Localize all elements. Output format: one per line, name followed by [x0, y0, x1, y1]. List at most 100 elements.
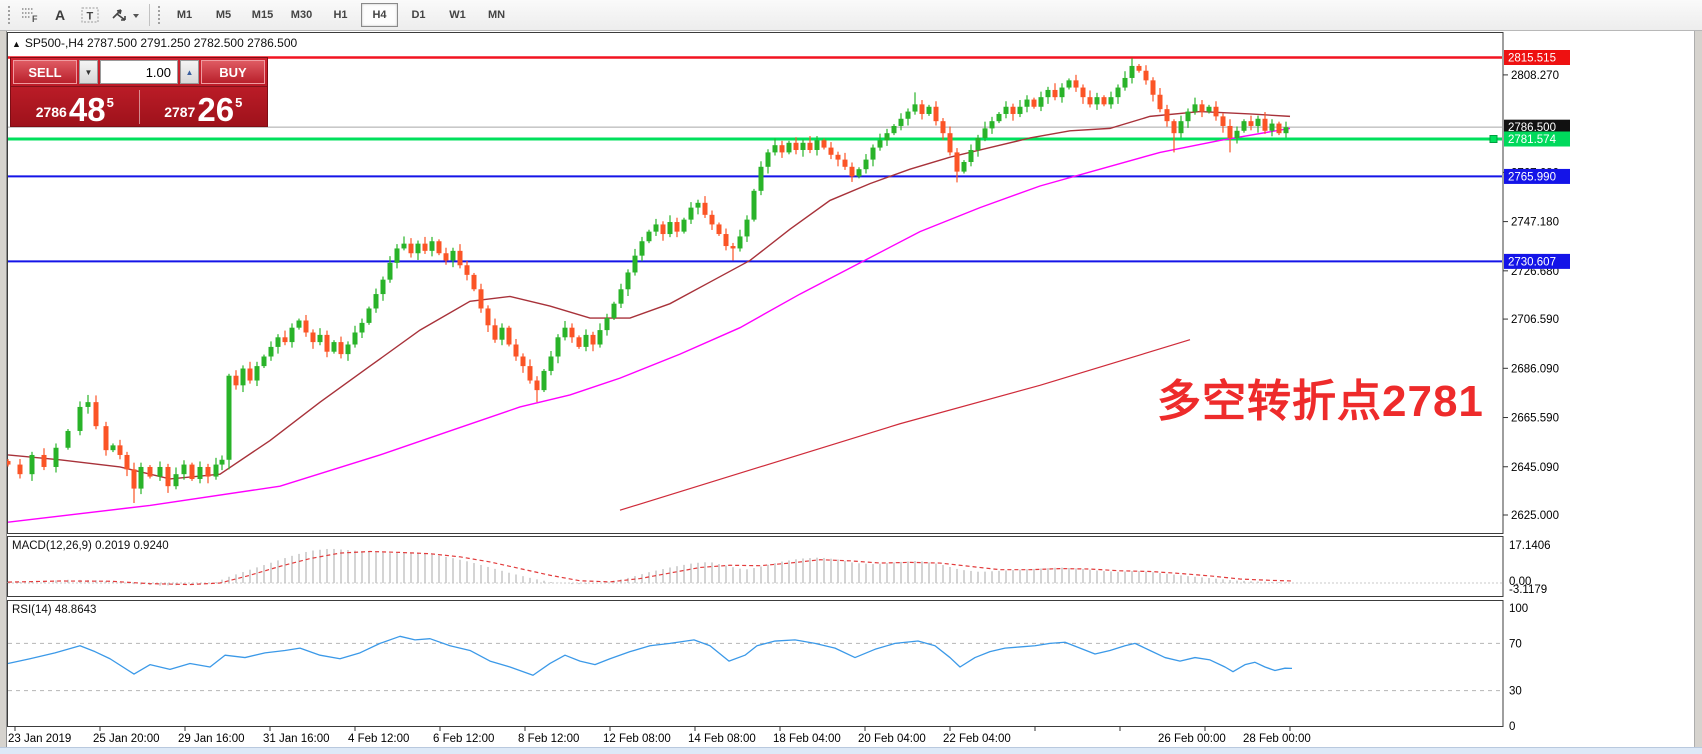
price-badge-label: 2765.990 [1508, 171, 1556, 183]
time-tick-label: 25 Jan 20:00 [93, 733, 160, 745]
timeframe-button-H4[interactable]: H4 [361, 3, 398, 27]
timeframe-button-D1[interactable]: D1 [411, 9, 426, 21]
timeframe-button-M5[interactable]: M5 [215, 9, 232, 21]
timeframe-button-M1[interactable]: M1 [176, 9, 193, 21]
candle-body [1241, 121, 1247, 131]
candle-body [261, 356, 267, 367]
toolbar-grip[interactable] [7, 5, 12, 25]
collapse-arrow-icon[interactable]: ▲ [12, 39, 21, 49]
chart-text-annotation: 多空转折点2781 [1157, 377, 1484, 426]
candle-body [387, 262, 393, 280]
candle-body [653, 224, 659, 232]
candle-body [947, 133, 953, 153]
candle-body [968, 149, 974, 162]
candle-body [247, 368, 253, 381]
candle-body [716, 224, 722, 235]
one-click-trading-panel: SELL ▼ ▲ BUY 2786 48 5 2787 26 5 [10, 57, 268, 127]
timeframe-button-W1[interactable]: W1 [449, 9, 466, 21]
timeframe-button-M15[interactable]: M15 [251, 9, 274, 21]
time-tick-label: 4 Feb 12:00 [348, 733, 409, 745]
chart-title: ▲ SP500-,H4 2787.500 2791.250 2782.500 27… [12, 36, 297, 50]
letter-a-glyph: A [54, 7, 66, 23]
candle-body [1045, 89, 1051, 98]
text-annotation-icon[interactable]: A [45, 2, 75, 28]
candle-body [709, 214, 715, 225]
symbol-ohlc-text: SP500-,H4 2787.500 2791.250 2782.500 278… [24, 36, 298, 50]
candle-body [1108, 97, 1114, 105]
candle-body [443, 253, 449, 261]
candle-body [667, 222, 673, 235]
toolbar-separator [149, 4, 150, 26]
rsi-axis-label: 30 [1509, 686, 1522, 698]
volume-increase-button[interactable]: ▲ [180, 60, 199, 84]
candle-body [219, 459, 225, 465]
candle-body [527, 366, 533, 381]
volume-input[interactable] [100, 60, 178, 84]
candle-body [1003, 106, 1009, 114]
timeframe-button-H1[interactable]: H1 [333, 9, 348, 21]
sell-price[interactable]: 2786 48 5 [11, 87, 139, 127]
buy-button[interactable]: BUY [201, 60, 265, 84]
candle-body [1199, 104, 1205, 112]
price-tick-label: 2706.590 [1511, 314, 1559, 326]
volume-decrease-button[interactable]: ▼ [79, 60, 98, 84]
time-tick-label: 6 Feb 12:00 [433, 733, 494, 745]
candle-body [919, 104, 925, 114]
candle-body [835, 154, 841, 160]
text-label-icon[interactable]: T [75, 2, 105, 28]
candle-body [131, 469, 137, 489]
candle-body [758, 166, 764, 191]
candle-body [1038, 97, 1044, 107]
candle-body [1269, 123, 1275, 131]
cursor-tools-icon[interactable] [105, 2, 145, 28]
price-tick-label: 2808.270 [1511, 70, 1559, 82]
candle-body [173, 474, 179, 487]
candle-body [165, 466, 171, 487]
candle-body [345, 344, 351, 355]
candle-body [1178, 121, 1184, 134]
candle-body [807, 142, 813, 150]
candle-body [996, 113, 1002, 122]
candle-body [1031, 99, 1037, 107]
rsi-axis-label: 100 [1509, 603, 1528, 615]
candle-body [1059, 87, 1065, 98]
price-badge [1504, 131, 1570, 147]
candle-body [471, 274, 477, 290]
sell-button[interactable]: SELL [13, 60, 77, 84]
price-badge-label: 2786.500 [1508, 122, 1556, 134]
candle-body [821, 140, 827, 148]
candle-body [772, 145, 778, 153]
candle-body [1185, 111, 1191, 122]
candle-body [352, 332, 358, 345]
candle-body [548, 356, 554, 371]
macd-indicator-label: MACD(12,26,9) 0.2019 0.9240 [12, 540, 169, 552]
price-badge-label: 2730.607 [1508, 256, 1556, 268]
time-tick-label: 18 Feb 04:00 [773, 733, 841, 745]
timeframe-button-MN[interactable]: MN [487, 9, 506, 21]
toolbar-grip-2[interactable] [157, 5, 162, 25]
candle-body [730, 246, 736, 249]
candle-body [611, 303, 617, 319]
rsi-axis-label: 0 [1509, 721, 1515, 733]
candle-body [765, 152, 771, 167]
candle-body [366, 308, 372, 323]
candle-body [1115, 87, 1121, 98]
buy-price-main: 26 [197, 90, 235, 128]
time-tick-label: 29 Jan 16:00 [178, 733, 245, 745]
rsi-indicator-label: RSI(14) 48.8643 [12, 604, 97, 616]
time-tick-label: 12 Feb 08:00 [603, 733, 671, 745]
candle-body [891, 125, 897, 134]
timeframe-button-M30[interactable]: M30 [290, 9, 313, 21]
status-strip [0, 747, 1702, 754]
candle-body [849, 166, 855, 177]
candle-body [310, 332, 316, 343]
buy-price[interactable]: 2787 26 5 [140, 87, 268, 127]
indicator-list-icon[interactable]: F [15, 2, 45, 28]
price-badge [1504, 253, 1570, 269]
candle-body [254, 366, 260, 381]
candle-body [124, 454, 130, 470]
candle-body [317, 334, 323, 343]
candle-body [1206, 106, 1212, 112]
